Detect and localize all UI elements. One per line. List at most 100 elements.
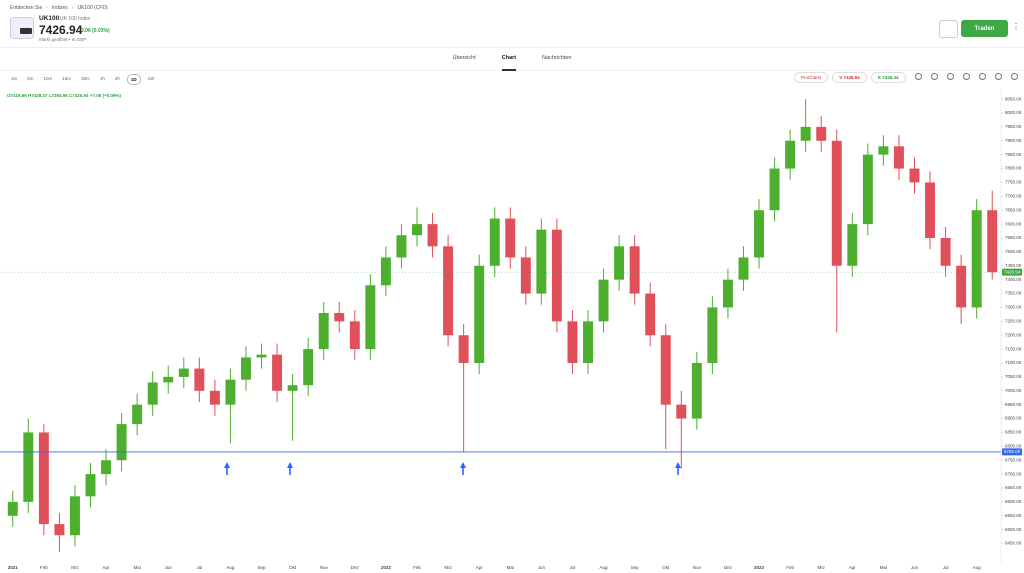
arrow <box>460 462 466 475</box>
candle-body <box>132 404 143 425</box>
y-tick-label: 7800.00 <box>1005 166 1022 171</box>
candle-body <box>380 257 391 286</box>
y-tick-label: 7000.00 <box>1005 388 1022 393</box>
icon[interactable] <box>915 73 922 80</box>
candle-body <box>116 424 127 461</box>
candle-body <box>272 354 283 391</box>
candle-body <box>909 168 920 183</box>
timeframe-button[interactable]: 1W <box>147 76 155 81</box>
toolbar-button[interactable]: K 7428.44 <box>870 72 906 83</box>
icon[interactable] <box>1011 73 1018 80</box>
candle-body <box>925 182 936 238</box>
candle-body <box>163 376 174 383</box>
x-tick-label: Jul <box>943 565 949 570</box>
candle-body <box>23 432 34 502</box>
y-tick-label: 7550.00 <box>1005 235 1022 240</box>
candle-body <box>225 379 236 405</box>
candle-body <box>38 432 49 525</box>
x-tick-label: Jun <box>165 565 173 570</box>
x-tick-label: Sep <box>258 565 267 570</box>
separator: › <box>46 5 48 11</box>
candle-body <box>598 279 609 322</box>
candle-body <box>318 313 329 350</box>
icon[interactable] <box>995 73 1002 80</box>
y-tick-label: 7400.00 <box>1005 277 1022 282</box>
tab[interactable]: Übersicht <box>452 55 476 61</box>
y-tick-label: 6650.00 <box>1005 485 1022 490</box>
tab-bar: Übersicht Chart Nachrichten <box>0 47 1024 71</box>
x-tick-label: Mai <box>134 565 141 570</box>
x-tick-label: 2022 <box>381 565 392 570</box>
candle-body <box>707 307 718 363</box>
breadcrumb-item[interactable]: Indizes <box>51 5 68 11</box>
timeframe-button[interactable]: 1h <box>99 76 105 81</box>
timeframe-button[interactable]: 4h <box>114 76 120 81</box>
timeframe-button[interactable]: 30m <box>81 76 90 81</box>
candle-body <box>349 321 360 350</box>
breadcrumb-item[interactable]: UK100 (CFD) <box>77 5 108 11</box>
candle-body <box>303 349 314 386</box>
timeframe-button[interactable]: 1D <box>126 74 141 85</box>
y-tick-label: 6600.00 <box>1005 499 1022 504</box>
trade-button[interactable]: Traden <box>961 20 1008 37</box>
tab[interactable]: Chart <box>501 48 517 71</box>
x-tick-label: Mrz <box>444 565 452 570</box>
x-tick-label: Jul <box>196 565 202 570</box>
instrument-logo <box>10 17 34 39</box>
arrow <box>287 462 293 475</box>
candle-body <box>412 224 422 236</box>
candle-body <box>878 146 889 155</box>
hline-label: 6780.00 <box>1004 449 1021 454</box>
candle-body <box>536 229 547 294</box>
toolbar-button[interactable]: ProCharts <box>794 72 829 83</box>
last-price-tag <box>1002 268 1022 276</box>
arrow <box>675 462 681 475</box>
candle-body <box>800 126 811 141</box>
candle-body <box>365 285 376 350</box>
timeframe-button[interactable]: 15m <box>62 76 72 81</box>
x-tick-label: Jul <box>570 565 576 570</box>
y-tick-label: 6950.00 <box>1005 402 1022 407</box>
y-tick-label: 8000.00 <box>1005 110 1022 115</box>
candle-body <box>396 235 407 258</box>
timeframe-button[interactable]: 1m <box>11 76 18 81</box>
candle-body <box>334 313 345 322</box>
candle-body <box>754 210 764 258</box>
chart: 6450.00 6500.00 6550.00 6600.00 6650.00 6700.… <box>0 88 1024 573</box>
candle-body <box>178 368 189 377</box>
more-button[interactable]: ⋮ <box>1012 22 1020 31</box>
candle-body <box>629 246 640 294</box>
candle-body <box>7 501 18 516</box>
y-tick-label: 7050.00 <box>1005 374 1022 379</box>
icon[interactable] <box>947 73 954 80</box>
candle-body <box>971 210 982 308</box>
x-tick-label: Feb <box>786 565 794 570</box>
chart-icons <box>915 73 1018 80</box>
y-tick-label: 6850.00 <box>1005 430 1022 435</box>
icon[interactable] <box>963 73 970 80</box>
candle-body <box>614 246 625 280</box>
candle-body <box>147 382 158 405</box>
list-button[interactable] <box>939 20 958 38</box>
timeframe-button[interactable]: 10m <box>43 76 53 81</box>
x-tick-label: Nov <box>320 565 329 570</box>
candle-body <box>69 496 80 536</box>
y-tick-label: 7250.00 <box>1005 319 1022 324</box>
candle-body <box>583 321 593 363</box>
annotations <box>224 462 681 475</box>
x-tick-label: Jun <box>911 565 919 570</box>
candle-body <box>691 363 702 419</box>
y-tick-label: 6450.00 <box>1005 541 1022 546</box>
y-tick-label: 7850.00 <box>1005 152 1022 157</box>
tab[interactable]: Nachrichten <box>542 55 572 61</box>
x-tick-label: 2021 <box>8 565 19 570</box>
chart-bg <box>0 88 1024 573</box>
y-tick-label: 7900.00 <box>1005 138 1022 143</box>
icon[interactable] <box>931 73 938 80</box>
breadcrumb-item[interactable]: Entdecken Sie <box>10 5 43 11</box>
candle-body <box>489 218 500 266</box>
icon[interactable] <box>979 73 986 80</box>
toolbar-button[interactable]: V 7426.94 <box>832 72 867 83</box>
x-tick-label: Mai <box>507 565 514 570</box>
timeframe-button[interactable]: 5m <box>27 76 34 81</box>
